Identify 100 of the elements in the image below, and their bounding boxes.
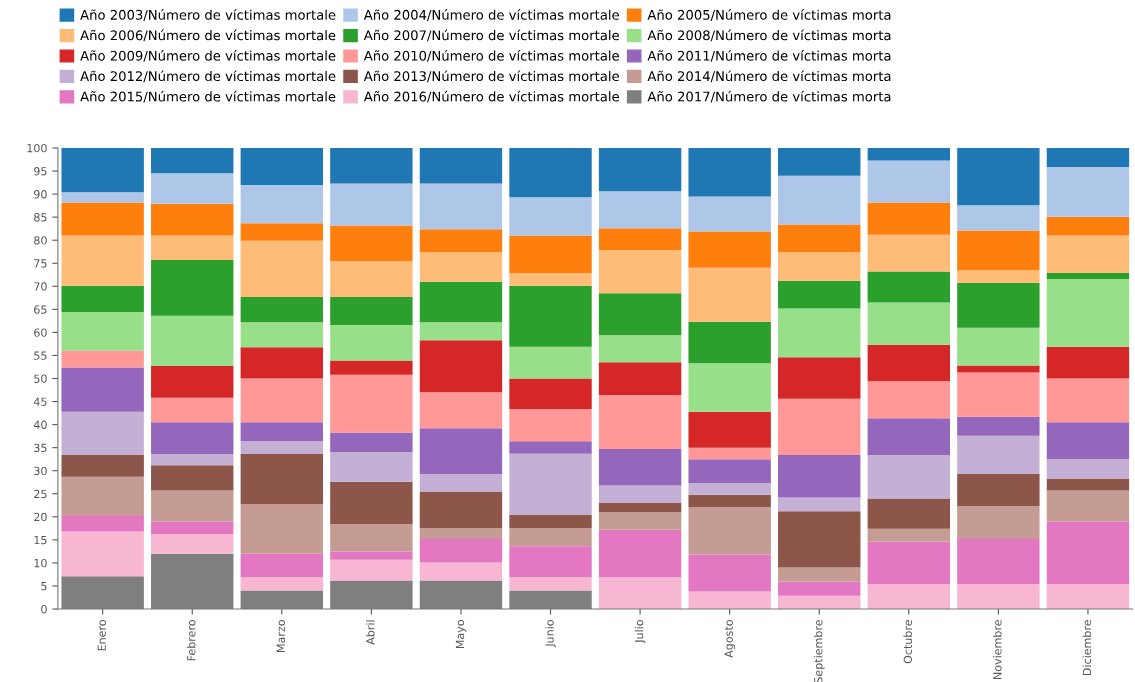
bar bbox=[867, 498, 951, 529]
bar bbox=[151, 534, 234, 554]
bar bbox=[1046, 147, 1130, 167]
bar bbox=[1046, 478, 1130, 491]
bar bbox=[598, 228, 682, 250]
y-tick-label: 95 bbox=[34, 167, 47, 176]
bar bbox=[957, 327, 1040, 366]
legend-label: Año 2015/Número de víctimas mortale bbox=[80, 90, 336, 103]
bar bbox=[598, 395, 682, 450]
bar bbox=[688, 554, 771, 592]
bar bbox=[1046, 378, 1130, 423]
legend-label: Año 2008/Número de víctimas morta bbox=[647, 29, 891, 42]
bar bbox=[330, 147, 413, 184]
bar bbox=[957, 230, 1040, 271]
bar bbox=[688, 231, 771, 268]
bar bbox=[509, 235, 592, 273]
bar bbox=[151, 203, 234, 236]
bar bbox=[61, 202, 144, 236]
bar bbox=[419, 340, 503, 393]
legend-label: Año 2016/Número de víctimas mortale bbox=[363, 90, 619, 103]
bar bbox=[330, 260, 413, 297]
bar bbox=[61, 192, 144, 203]
bar bbox=[598, 449, 682, 486]
bar bbox=[419, 252, 503, 282]
bar bbox=[688, 459, 771, 484]
bar bbox=[509, 285, 592, 347]
bar bbox=[151, 235, 234, 261]
bar bbox=[240, 577, 324, 591]
bar bbox=[509, 147, 592, 198]
bar bbox=[509, 346, 592, 379]
x-tick-label: Febrero bbox=[186, 620, 196, 661]
bar bbox=[151, 315, 234, 367]
bar bbox=[61, 285, 144, 313]
bar bbox=[688, 267, 771, 322]
x-tick-label: Enero bbox=[97, 620, 106, 651]
y-tick-label: 45 bbox=[33, 397, 47, 406]
x-tick-label: Junio bbox=[545, 620, 556, 648]
bar bbox=[151, 490, 234, 522]
bar bbox=[419, 562, 503, 581]
legend-label: Año 2013/Número de víctimas mortale bbox=[363, 70, 619, 83]
bar bbox=[240, 454, 324, 504]
bar bbox=[61, 235, 144, 286]
bar bbox=[598, 249, 682, 294]
bar bbox=[240, 147, 324, 185]
bar bbox=[867, 202, 951, 235]
bar bbox=[778, 511, 861, 568]
bar bbox=[598, 502, 682, 513]
bar bbox=[240, 553, 324, 578]
bar bbox=[1046, 235, 1130, 273]
bar bbox=[778, 252, 861, 281]
y-tick-label: 5 bbox=[41, 582, 47, 591]
bar bbox=[509, 408, 592, 442]
bar bbox=[330, 452, 413, 482]
bar bbox=[957, 372, 1040, 417]
bar bbox=[867, 528, 951, 542]
x-tick-label: Agosto bbox=[724, 620, 736, 658]
y-tick-label: 80 bbox=[34, 236, 47, 245]
bar bbox=[867, 302, 951, 345]
bar bbox=[240, 223, 324, 241]
bar bbox=[778, 175, 861, 225]
bar bbox=[240, 322, 324, 348]
bar bbox=[778, 455, 861, 498]
bar bbox=[61, 455, 144, 477]
legend-label: Año 2017/Número de víctimas morta bbox=[647, 90, 891, 103]
legend-label: Año 2005/Número de víctimas morta bbox=[647, 9, 891, 21]
bar bbox=[688, 196, 771, 232]
bar bbox=[688, 494, 771, 508]
bar bbox=[419, 473, 503, 492]
bar bbox=[419, 538, 503, 563]
bar bbox=[778, 567, 861, 582]
bar bbox=[419, 281, 503, 323]
bar bbox=[688, 483, 771, 495]
bar bbox=[240, 347, 324, 379]
legend-label: Año 2010/Número de víctimas mortale bbox=[363, 49, 619, 62]
bar bbox=[151, 173, 234, 204]
bar bbox=[240, 503, 324, 554]
legend-label: Año 2009/Número de víctimas mortale bbox=[80, 49, 336, 62]
y-tick-label: 0 bbox=[41, 605, 47, 614]
bar bbox=[330, 559, 413, 581]
bar bbox=[598, 362, 682, 396]
legend-label: Año 2007/Número de víctimas mortale bbox=[363, 29, 619, 42]
bar bbox=[151, 422, 234, 455]
bar bbox=[957, 147, 1040, 206]
bar bbox=[151, 521, 234, 535]
bar bbox=[240, 422, 324, 442]
y-tick-label: 40 bbox=[33, 420, 47, 429]
legend-label: Año 2011/Número de víctimas morta bbox=[647, 49, 891, 62]
bar bbox=[867, 541, 951, 585]
bar bbox=[867, 455, 951, 499]
y-tick-label: 85 bbox=[34, 213, 47, 222]
bar bbox=[509, 453, 592, 515]
bar bbox=[957, 584, 1040, 610]
bar bbox=[151, 260, 234, 316]
bar bbox=[151, 366, 234, 398]
y-tick-label: 90 bbox=[34, 190, 47, 199]
bar bbox=[330, 481, 413, 525]
bar bbox=[151, 465, 234, 491]
bar bbox=[240, 296, 324, 323]
bar bbox=[957, 205, 1040, 231]
x-tick-label: Septiembre bbox=[813, 620, 825, 682]
